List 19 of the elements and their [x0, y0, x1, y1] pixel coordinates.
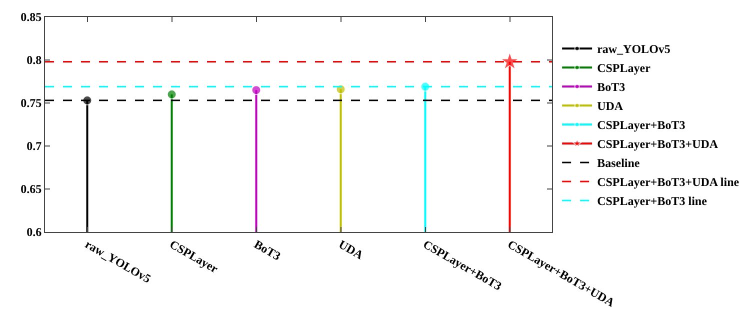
legend-label: raw_YOLOv5 — [597, 42, 670, 56]
point — [166, 89, 177, 100]
x-tick-label: BoT3 — [252, 237, 284, 264]
y-tick-label: 0.6 — [26, 225, 42, 240]
legend-label: CSPLayer+BoT3 — [597, 118, 686, 132]
y-tick-label: 0.7 — [26, 139, 42, 154]
x-tick-label: UDA — [336, 237, 366, 262]
legend-label: CSPLayer+BoT3+UDA — [597, 137, 718, 152]
legend-label: Baseline — [597, 156, 640, 170]
legend-label: CSPLayer — [597, 61, 652, 76]
legend-label: CSPLayer+BoT3 line — [597, 194, 708, 208]
legend-label: UDA — [597, 99, 624, 114]
y-tick-label: 0.75 — [20, 96, 42, 110]
y-tick-label: 0.8 — [26, 53, 42, 68]
legend-label: BoT3 — [597, 80, 626, 94]
y-tick-label: 0.85 — [20, 10, 42, 24]
legend-label: CSPLayer+BoT3+UDA line — [597, 175, 740, 190]
point — [251, 85, 262, 96]
y-tick-label: 0.65 — [20, 182, 42, 196]
